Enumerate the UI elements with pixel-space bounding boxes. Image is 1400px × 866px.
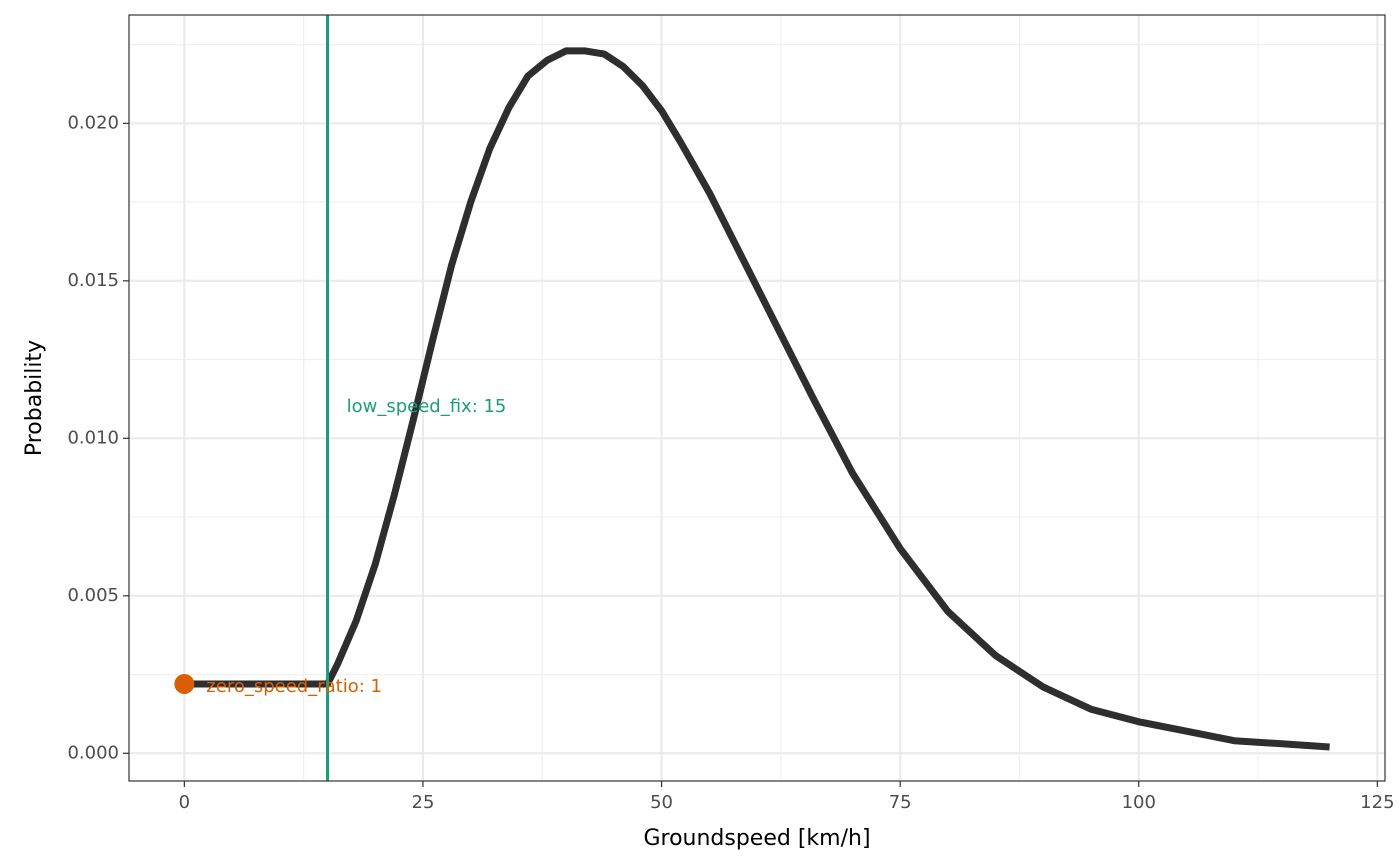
y-tick-label: 0.005 (67, 585, 119, 606)
minor-gridlines (129, 15, 1385, 781)
plot-panel-border (128, 14, 1386, 782)
data-layer: low_speed_fix: 15 zero_speed_ratio: 1 (174, 15, 1330, 781)
zero-speed-point (174, 673, 195, 694)
zero-speed-ratio-label: zero_speed_ratio: 1 (206, 676, 382, 697)
low-speed-fix-label: low_speed_fix: 15 (347, 396, 507, 417)
y-tick-label: 0.010 (67, 427, 119, 448)
density-curve (184, 47, 1330, 751)
y-tick-label: 0.015 (67, 270, 119, 291)
x-tick-label: 0 (179, 792, 190, 813)
y-tick-label: 0.000 (67, 742, 119, 763)
x-tick-label: 25 (412, 792, 435, 813)
major-gridlines (129, 15, 1385, 781)
x-tick-label: 75 (889, 792, 912, 813)
x-axis: 0 25 50 75 100 125 (179, 781, 1395, 813)
x-axis-title: Groundspeed [km/h] (643, 826, 870, 851)
x-tick-label: 100 (1122, 792, 1156, 813)
x-tick-label: 125 (1360, 792, 1394, 813)
y-tick-label: 0.020 (67, 112, 119, 133)
x-tick-label: 50 (650, 792, 673, 813)
y-axis-title: Probability (22, 340, 47, 456)
y-axis: 0.000 0.005 0.010 0.015 0.020 (67, 112, 129, 763)
